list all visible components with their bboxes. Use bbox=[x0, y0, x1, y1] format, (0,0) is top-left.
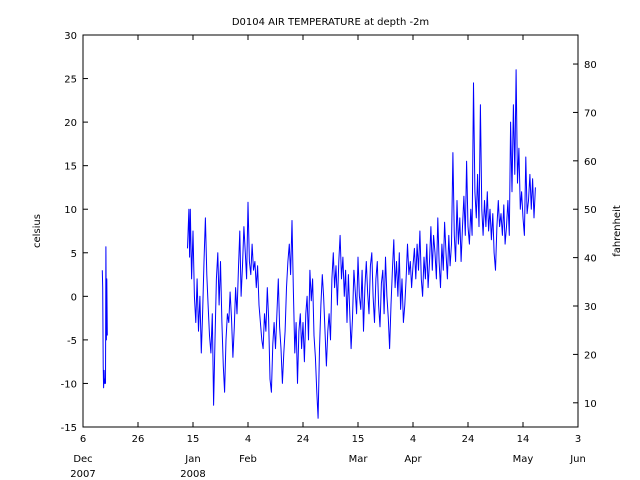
y-tick-label-left: 20 bbox=[64, 118, 77, 129]
x-month-label: Jan bbox=[184, 454, 200, 465]
x-axis: 6 26 15 4 24 15 4 24 14 3 Dec Jan Feb Mar Apr May Jun 200… bbox=[70, 35, 586, 480]
y-tick-label-right: 40 bbox=[584, 254, 597, 265]
series-group bbox=[101, 69, 536, 419]
x-tick-label: 24 bbox=[462, 434, 475, 445]
x-year-label: 2008 bbox=[180, 469, 205, 480]
x-tick-label: 4 bbox=[410, 434, 416, 445]
y-tick-label-left: 25 bbox=[64, 75, 77, 86]
x-month-label: Apr bbox=[404, 454, 422, 465]
y-axis-right-label: fahrenheit bbox=[612, 205, 623, 257]
x-tick-label: 26 bbox=[132, 434, 145, 445]
x-tick-label: 24 bbox=[297, 434, 310, 445]
y-tick-label-right: 50 bbox=[584, 205, 597, 216]
y-tick-label-right: 20 bbox=[584, 350, 597, 361]
x-month-label: Dec bbox=[73, 454, 92, 465]
plot-frame bbox=[82, 34, 579, 428]
x-tick-label: 4 bbox=[245, 434, 251, 445]
x-tick-label: 15 bbox=[352, 434, 365, 445]
y-tick-label-left: 0 bbox=[71, 292, 77, 303]
x-tick-label: 15 bbox=[187, 434, 200, 445]
temperature-series-line bbox=[101, 246, 108, 389]
y-tick-label-left: 30 bbox=[64, 31, 77, 42]
x-month-label: May bbox=[513, 454, 534, 465]
temperature-series-line bbox=[187, 69, 536, 419]
y-tick-label-right: 70 bbox=[584, 108, 597, 119]
x-month-label: Mar bbox=[349, 454, 369, 465]
x-month-label: Feb bbox=[239, 454, 257, 465]
y-axis-right: 10 20 30 40 50 60 70 80 bbox=[573, 60, 597, 410]
x-tick-label: 3 bbox=[575, 434, 581, 445]
y-tick-label-left: 15 bbox=[64, 162, 77, 173]
x-tick-label: 6 bbox=[80, 434, 86, 445]
y-tick-label-left: 10 bbox=[64, 205, 77, 216]
y-tick-label-right: 10 bbox=[584, 399, 597, 410]
y-tick-label-left: -5 bbox=[67, 336, 77, 347]
y-axis-left: -15 -10 -5 0 5 10 15 20 25 30 bbox=[61, 31, 88, 434]
x-tick-label: 14 bbox=[517, 434, 530, 445]
chart-title: D0104 AIR TEMPERATURE at depth -2m bbox=[232, 17, 429, 28]
y-tick-label-right: 80 bbox=[584, 60, 597, 71]
y-axis-left-label: celsius bbox=[32, 214, 43, 248]
x-year-label: 2007 bbox=[70, 469, 95, 480]
y-tick-label-left: -15 bbox=[61, 423, 77, 434]
x-month-label: Jun bbox=[569, 454, 586, 465]
y-tick-label-right: 60 bbox=[584, 157, 597, 168]
y-tick-label-left: 5 bbox=[71, 249, 77, 260]
y-tick-label-right: 30 bbox=[584, 302, 597, 313]
y-tick-label-left: -10 bbox=[61, 379, 77, 390]
